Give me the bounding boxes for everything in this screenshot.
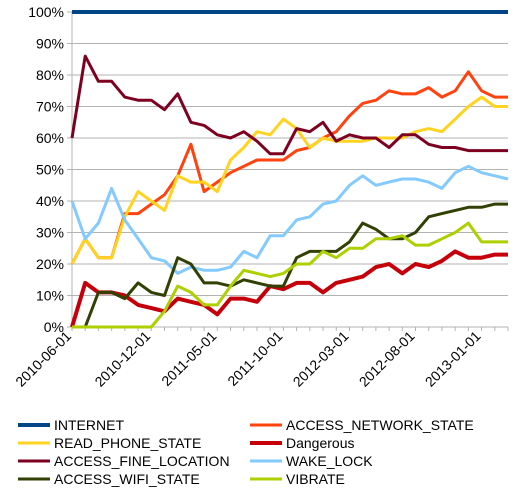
series-line-dangerous [70,249,508,328]
y-tick-label: 30% [36,225,64,241]
series-line-wake-lock [70,164,509,275]
y-tick-label: 40% [36,193,64,209]
legend-label-dangerous: Dangerous [286,435,355,451]
legend-label-vibrate: VIBRATE [286,471,345,487]
y-tick-label: 50% [36,162,64,178]
y-tick-label: 100% [28,4,64,20]
series-line-vibrate [72,221,508,329]
series-line-access-network-state [70,70,508,265]
legend: INTERNET ACCESS_NETWORK_STATE READ_PHONE_S… [18,417,474,487]
legend-label-wake-lock: WAKE_LOCK [286,453,373,469]
y-tick-label: 90% [36,36,64,52]
series-line-access-fine-location [70,54,508,156]
y-tick-label: 10% [36,288,64,304]
y-tick-label: 0% [44,319,64,335]
legend-label-read-phone-state: READ_PHONE_STATE [54,435,201,451]
y-tick-label: 60% [36,130,64,146]
series-line-read-phone-state [70,95,508,265]
y-tick-label: 70% [36,99,64,115]
legend-label-internet: INTERNET [54,417,124,433]
legend-label-access-fine-location: ACCESS_FINE_LOCATION [54,453,230,469]
y-tick-label: 20% [36,256,64,272]
legend-label-access-wifi-state: ACCESS_WIFI_STATE [54,471,200,487]
y-tick-label: 80% [36,67,64,83]
legend-label-access-network-state: ACCESS_NETWORK_STATE [286,417,474,433]
series-line-access-wifi-state [72,202,508,329]
series-lines [70,10,509,329]
